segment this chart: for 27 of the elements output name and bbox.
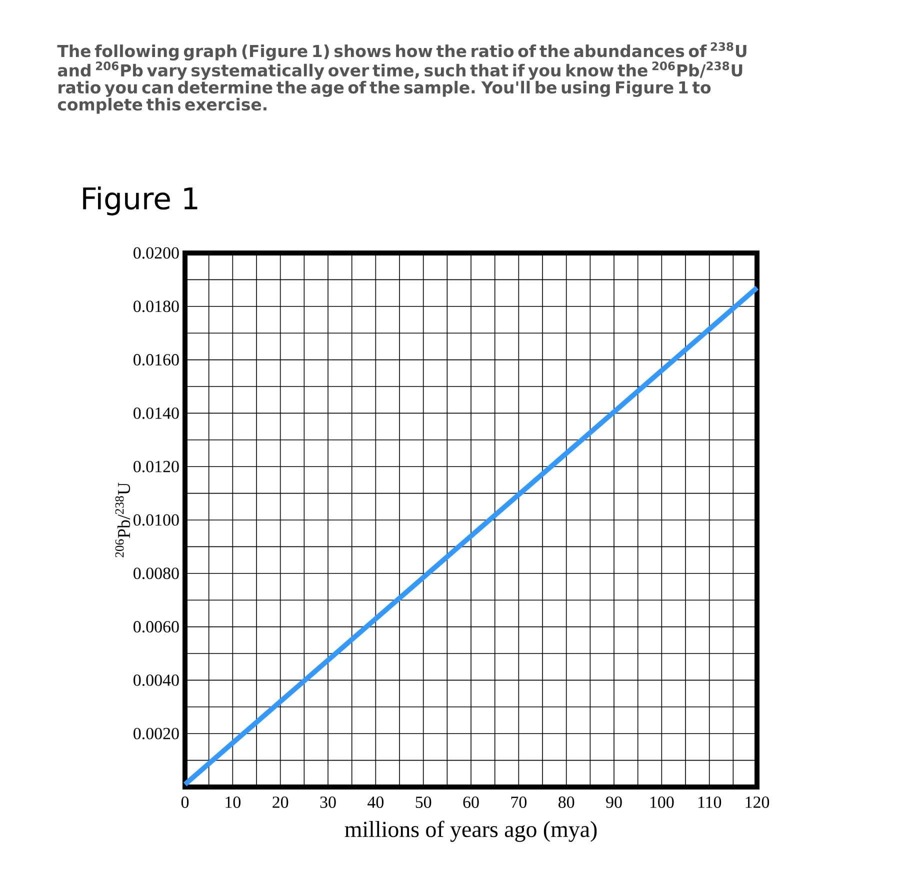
y-tick-label: 0.0140 xyxy=(134,407,179,419)
y-tick-label: 0.0180 xyxy=(134,300,179,312)
x-tick-label: 90 xyxy=(606,796,622,808)
x-tick-label: 20 xyxy=(272,796,288,808)
x-tick-label: 110 xyxy=(698,796,722,808)
y-tick-label: 0.0160 xyxy=(134,354,179,366)
y-axis-title: $^{206}$Pb/$^{238}$U xyxy=(115,482,130,558)
x-axis-title: millions of years ago (mya) xyxy=(344,820,597,842)
text: The following graph (Figure 1) shows how the ratio of the abundances of $^{238}$U and $^{206}$Pb vary systematically over time, such that if you know the $^{206}$Pb/$^{238}$U ratio you can determine the age of the sample. You'll be using Figure 1 to complete this exercise. xyxy=(57,42,746,114)
x-tick-label: 60 xyxy=(463,796,479,808)
x-tick-label: 70 xyxy=(511,796,527,808)
x-tick-label: 40 xyxy=(368,796,384,808)
y-tick-label: 0.0080 xyxy=(134,568,179,580)
y-tick-label: 0.0120 xyxy=(134,460,179,472)
x-tick-label: 50 xyxy=(416,796,432,808)
x-tick-label: 120 xyxy=(746,796,770,808)
y-tick-label: 0.0040 xyxy=(134,674,179,686)
y-tick-label: 0.0020 xyxy=(134,728,179,740)
x-tick-label: 10 xyxy=(226,796,241,808)
y-tick-label: 0.0060 xyxy=(134,621,179,633)
x-tick-label: 80 xyxy=(558,796,574,808)
x-tick-label: 30 xyxy=(320,796,336,808)
y-tick-label: 0.0200 xyxy=(134,247,179,259)
y-tick-label: 0.0100 xyxy=(134,514,179,526)
chart-title: Figure 1 xyxy=(83,186,198,216)
x-tick-label: 0 xyxy=(181,796,189,808)
x-tick-label: 100 xyxy=(650,796,674,808)
